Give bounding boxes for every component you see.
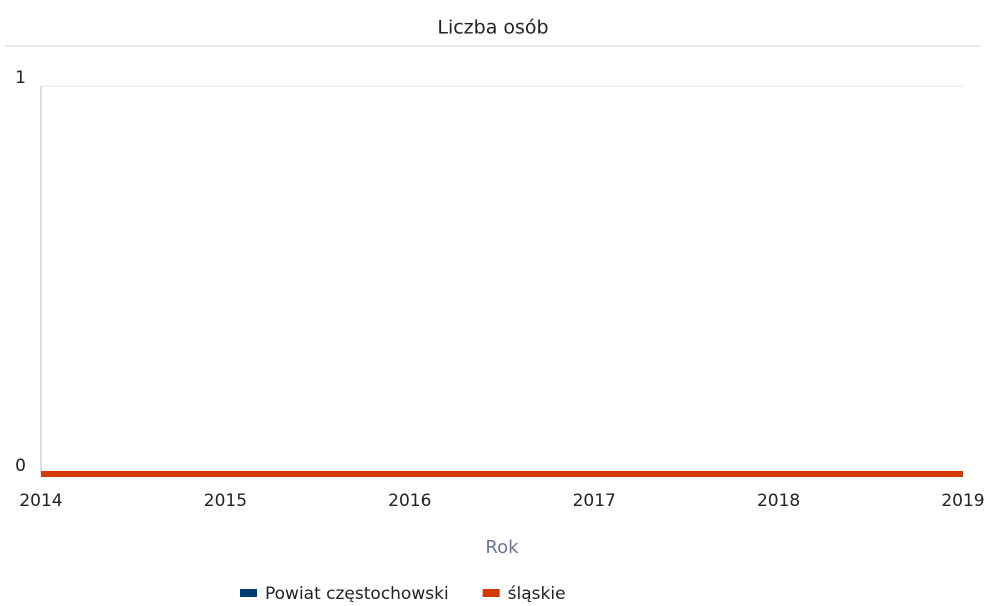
x-tick-label: 2017 [573,491,616,511]
x-tick-label: 2014 [19,491,62,511]
x-tick-label: 2019 [941,491,984,511]
legend-swatch [482,589,500,597]
chart-title: Liczba osób [437,17,548,39]
x-tick-label: 2016 [388,491,431,511]
y-tick-label: 1 [15,68,26,88]
x-tick-label: 2018 [757,491,800,511]
y-tick-label: 0 [15,456,26,476]
legend-label: Powiat częstochowski [265,584,449,604]
x-axis-title: Rok [485,537,519,558]
legend-swatch [240,589,257,597]
legend-label: śląskie [508,584,566,604]
x-tick-label: 2015 [204,491,247,511]
